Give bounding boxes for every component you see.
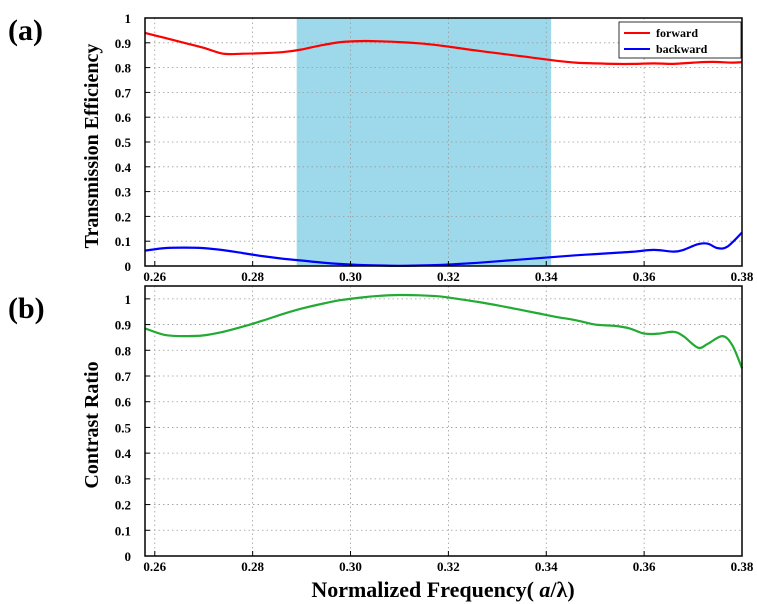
y-tick-label: 0.8 xyxy=(115,61,132,76)
y-tick-label: 0.2 xyxy=(115,498,131,513)
series-line-forward xyxy=(144,31,743,66)
y-tick-label: 0.7 xyxy=(115,85,132,100)
y-tick-label: 0.3 xyxy=(115,472,132,487)
x-tick-label: 0.34 xyxy=(535,559,558,574)
y-tick-label: 0.4 xyxy=(115,446,132,461)
y-tick-label: 0.7 xyxy=(115,369,132,384)
x-tick-label: 0.32 xyxy=(437,559,460,574)
y-tick-label: 0.6 xyxy=(115,110,132,125)
y-tick-label: 0.3 xyxy=(115,185,132,200)
y-tick-label: 0.9 xyxy=(115,318,132,333)
y-tick-label: 1 xyxy=(125,292,132,307)
y-tick-label: 0.5 xyxy=(115,135,132,150)
series-line-backward xyxy=(144,231,743,267)
x-tick-label: 0.26 xyxy=(143,559,166,574)
legend-box xyxy=(618,21,742,59)
x-tick-labels-b: 0.26 0.28 0.30 0.32 0.34 0.36 0.38 xyxy=(143,551,754,574)
y-tick-label: 0.2 xyxy=(115,209,131,224)
y-tick-labels-b: 0 0.1 0.2 0.3 0.4 0.5 0.6 0.7 0.8 0.9 1 xyxy=(115,292,150,564)
x-axis-label-rest: /λ) xyxy=(549,577,574,602)
x-tick-label: 0.32 xyxy=(437,269,460,284)
x-tick-label: 0.28 xyxy=(241,559,264,574)
y-axis-label-b: Contrast Ratio xyxy=(81,361,103,488)
legend-label-backward: backward xyxy=(656,42,708,56)
y-tick-label: 0.1 xyxy=(115,234,131,249)
y-tick-label: 0.9 xyxy=(115,36,132,51)
panel-a: (a) 00.10.20.30.40.50.60.70.80.91 0.26 0.… xyxy=(8,11,754,284)
x-tick-label: 0.38 xyxy=(731,269,754,284)
series-line-contrast-ratio xyxy=(144,293,744,369)
legend-label-forward: forward xyxy=(656,26,698,40)
x-axis-label-text: Normalized Frequency( xyxy=(311,577,534,602)
y-tick-label: 0.6 xyxy=(115,395,132,410)
y-tick-label: 0 xyxy=(125,259,132,274)
x-tick-label: 0.38 xyxy=(731,559,754,574)
x-tick-label: 0.30 xyxy=(339,269,362,284)
y-axis-label-a: Transmission Efficiency xyxy=(81,44,103,249)
y-tick-label: 0.1 xyxy=(115,523,131,538)
x-tick-label: 0.28 xyxy=(241,269,264,284)
x-tick-label: 0.34 xyxy=(535,269,558,284)
panel-label-a: (a) xyxy=(8,14,43,47)
x-tick-labels-a: 0.26 0.28 0.30 0.32 0.34 0.36 0.38 xyxy=(143,261,754,284)
panel-b: (b) 00.10.20.30.40.50.60.70.80.91 0.26 0.… xyxy=(8,285,754,602)
x-tick-label: 0.36 xyxy=(633,269,656,284)
y-tick-label: 0.5 xyxy=(115,420,132,435)
y-tick-label: 0.4 xyxy=(115,160,132,175)
y-tick-labels-a: 0 0.1 0.2 0.3 0.4 0.5 0.6 0.7 0.8 0.9 1 xyxy=(115,11,150,274)
series-lines-b xyxy=(144,293,744,369)
legend: forward backward xyxy=(618,21,742,59)
y-tick-label: 0 xyxy=(125,549,132,564)
y-tick-label: 0.8 xyxy=(115,343,132,358)
x-axis-label-b: Normalized Frequency( a/λ) xyxy=(311,577,574,602)
grid-b xyxy=(145,286,742,556)
x-tick-label: 0.30 xyxy=(339,559,362,574)
x-axis-label-italic: a xyxy=(539,577,550,602)
series-lines-a xyxy=(144,31,743,267)
panel-label-b: (b) xyxy=(8,292,45,325)
y-tick-label: 1 xyxy=(125,11,132,26)
x-tick-label: 0.36 xyxy=(633,559,656,574)
x-tick-label: 0.26 xyxy=(143,269,166,284)
plot-frame-b xyxy=(144,285,743,557)
